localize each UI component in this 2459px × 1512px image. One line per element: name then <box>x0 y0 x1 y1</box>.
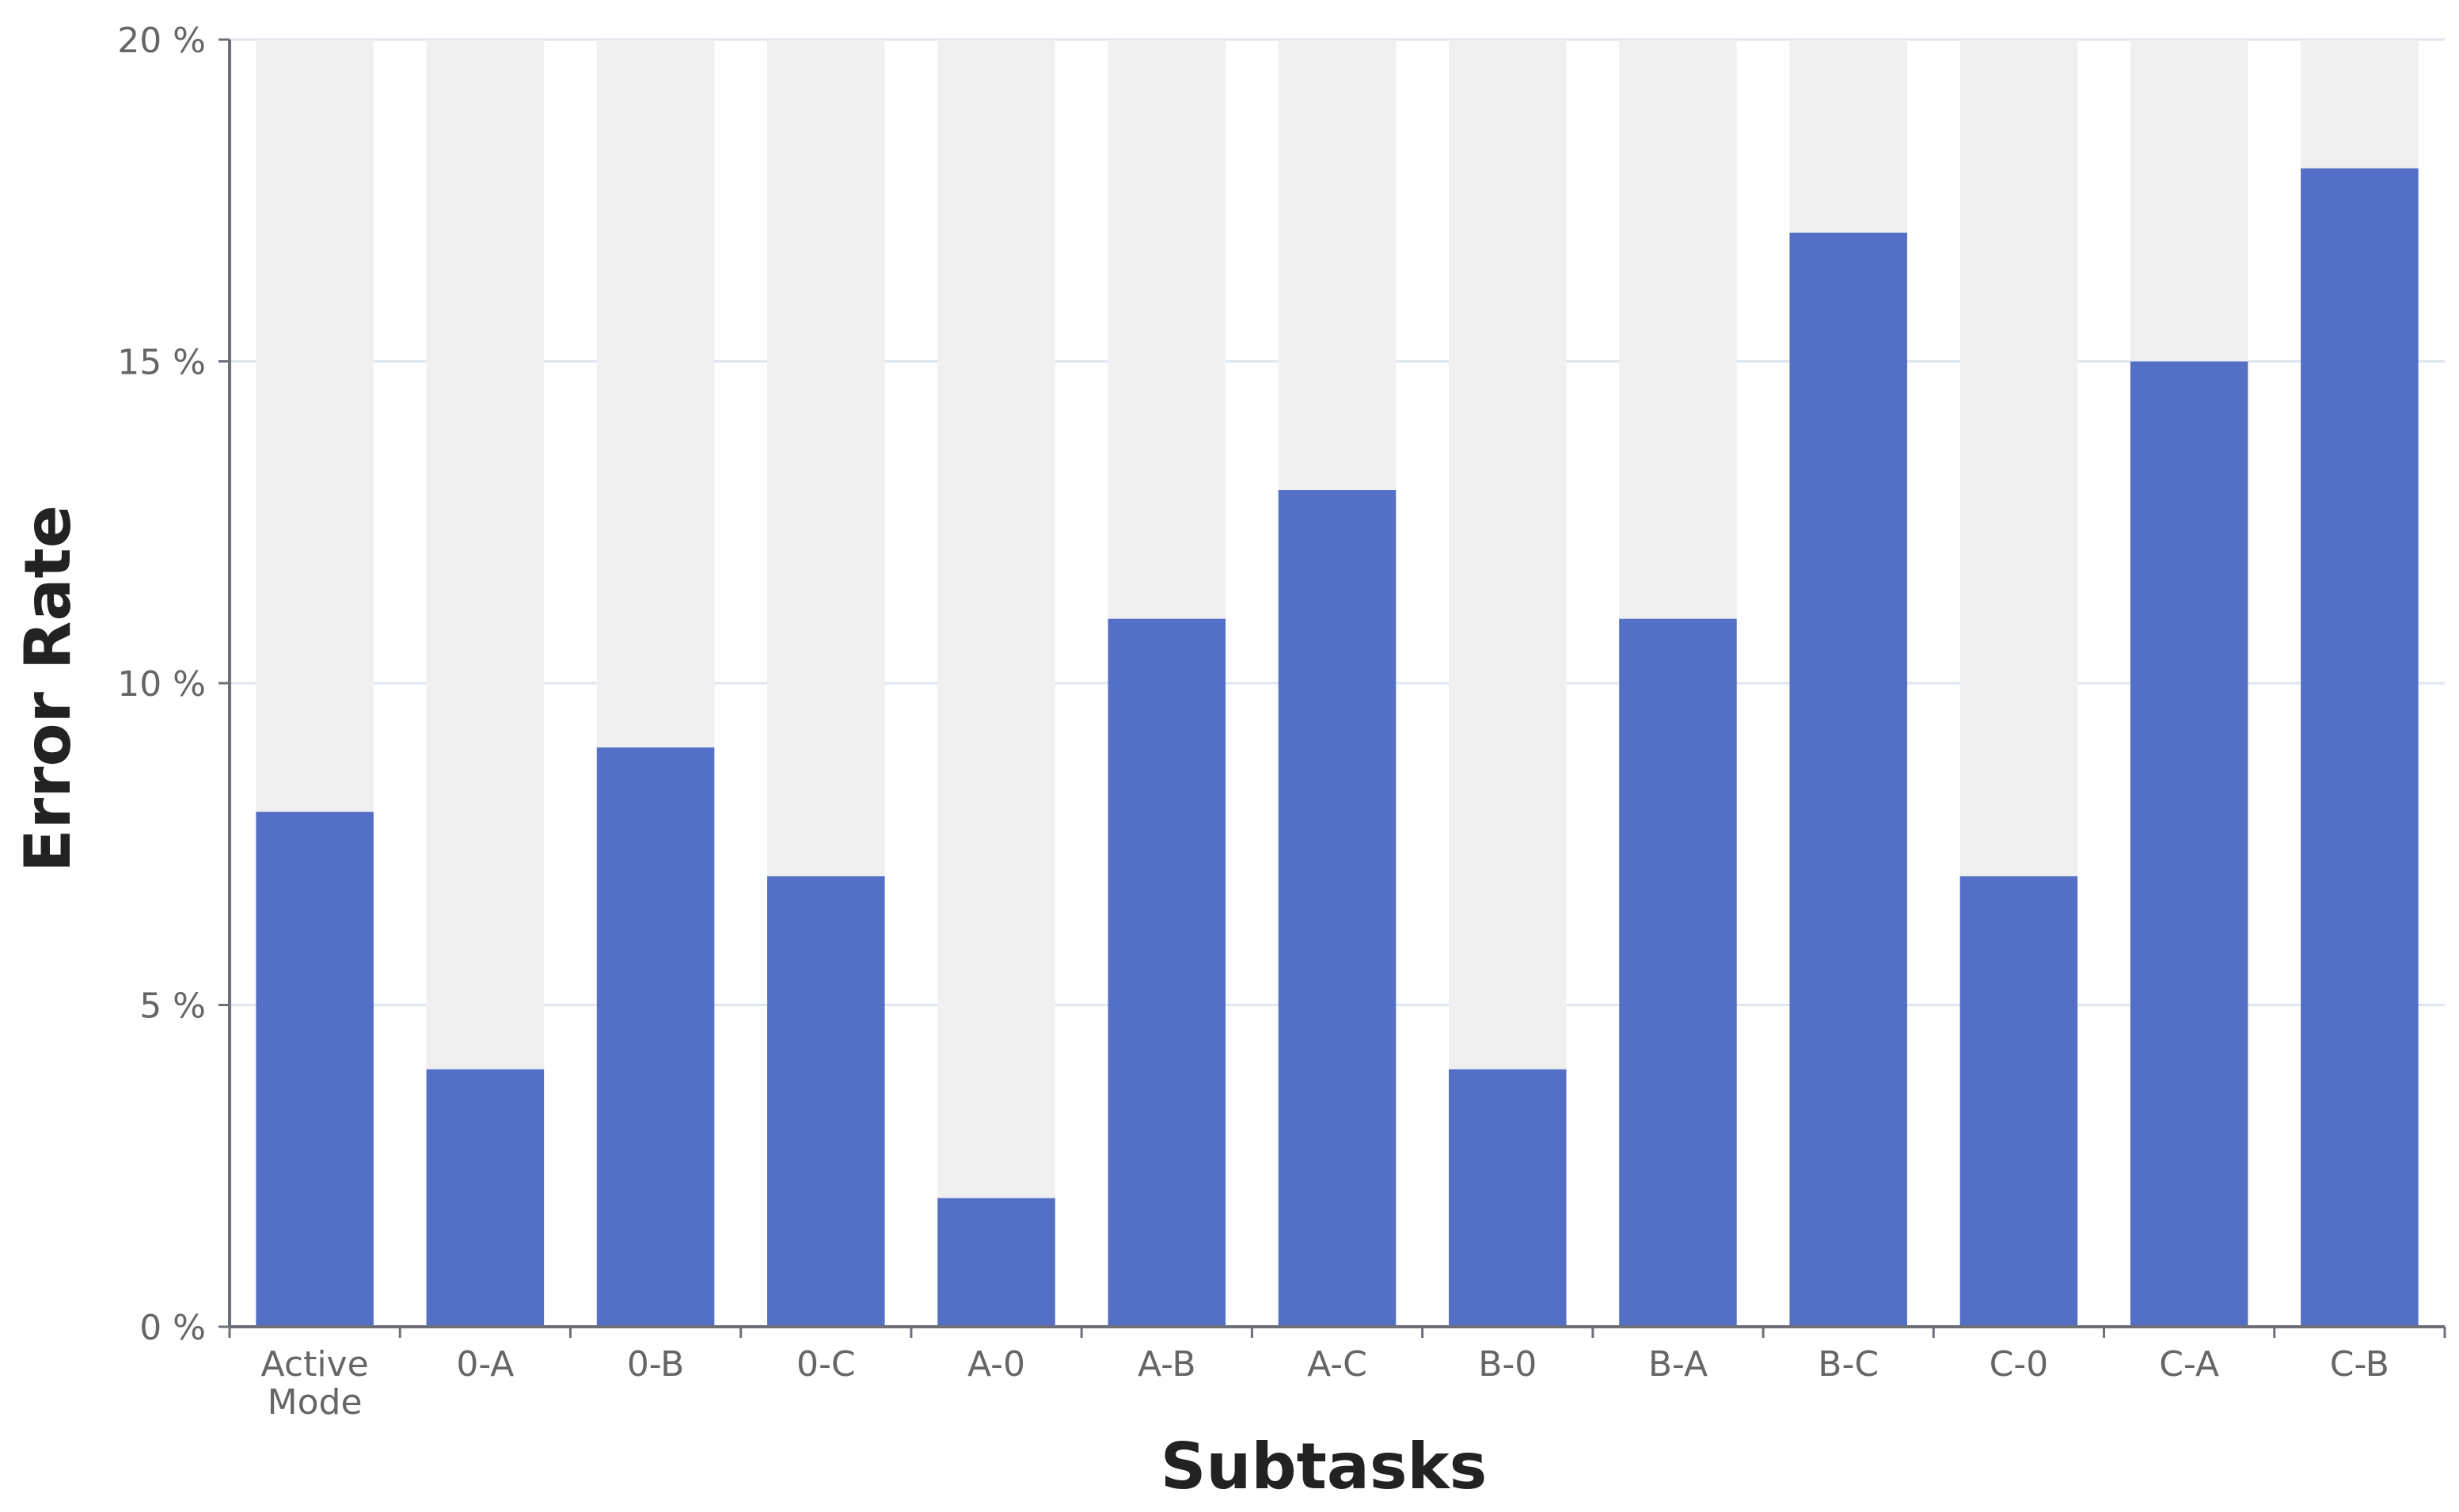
bar-background <box>937 40 1055 1327</box>
bar <box>1448 1069 1567 1327</box>
bar <box>1278 490 1397 1327</box>
bar <box>1959 876 2078 1327</box>
x-tick-label: A-B <box>1138 1344 1196 1385</box>
y-tick-label: 10 % <box>117 664 206 705</box>
x-tick-label: C-0 <box>1990 1344 2049 1385</box>
bar <box>767 876 885 1327</box>
bar <box>2301 168 2419 1328</box>
bar <box>1108 618 1226 1327</box>
bar <box>426 1069 545 1327</box>
y-tick-label: 5 % <box>139 986 206 1027</box>
bar <box>937 1198 1055 1327</box>
y-axis-title: Error Rate <box>11 505 85 872</box>
y-tick-labels: 0 % 5 % 10 % 15 % 20 % <box>117 21 206 1348</box>
x-tick-label: 0-C <box>796 1344 856 1385</box>
bar <box>596 747 715 1327</box>
x-tick-label: C-B <box>2330 1344 2389 1385</box>
x-axis-title: Subtasks <box>1161 1430 1488 1503</box>
y-tick-label: 20 % <box>117 21 206 61</box>
axes <box>219 38 2446 1338</box>
x-tick-label: B-C <box>1818 1344 1879 1385</box>
x-tick-label: B-A <box>1648 1344 1708 1385</box>
bar <box>2130 361 2248 1327</box>
y-tick-label: 15 % <box>117 343 206 383</box>
bar <box>1619 618 1737 1327</box>
x-tick-label: 0-B <box>627 1344 685 1385</box>
x-tick-label: C-A <box>2159 1344 2219 1385</box>
x-tick-label: Active Mode <box>261 1344 369 1423</box>
y-tick-label: 0 % <box>139 1308 206 1348</box>
x-tick-labels: Active Mode 0-A 0-B 0-C A-0 A-B A-C B-0 B-A B-C C-0… <box>261 1344 2389 1423</box>
x-tick-label: B-0 <box>1478 1344 1537 1385</box>
bars <box>256 168 2419 1328</box>
x-tick-label: A-C <box>1307 1344 1367 1385</box>
bar <box>256 811 374 1327</box>
x-tick-label: A-0 <box>967 1344 1025 1385</box>
bar <box>1789 232 1907 1327</box>
x-tick-label: 0-A <box>456 1344 514 1385</box>
